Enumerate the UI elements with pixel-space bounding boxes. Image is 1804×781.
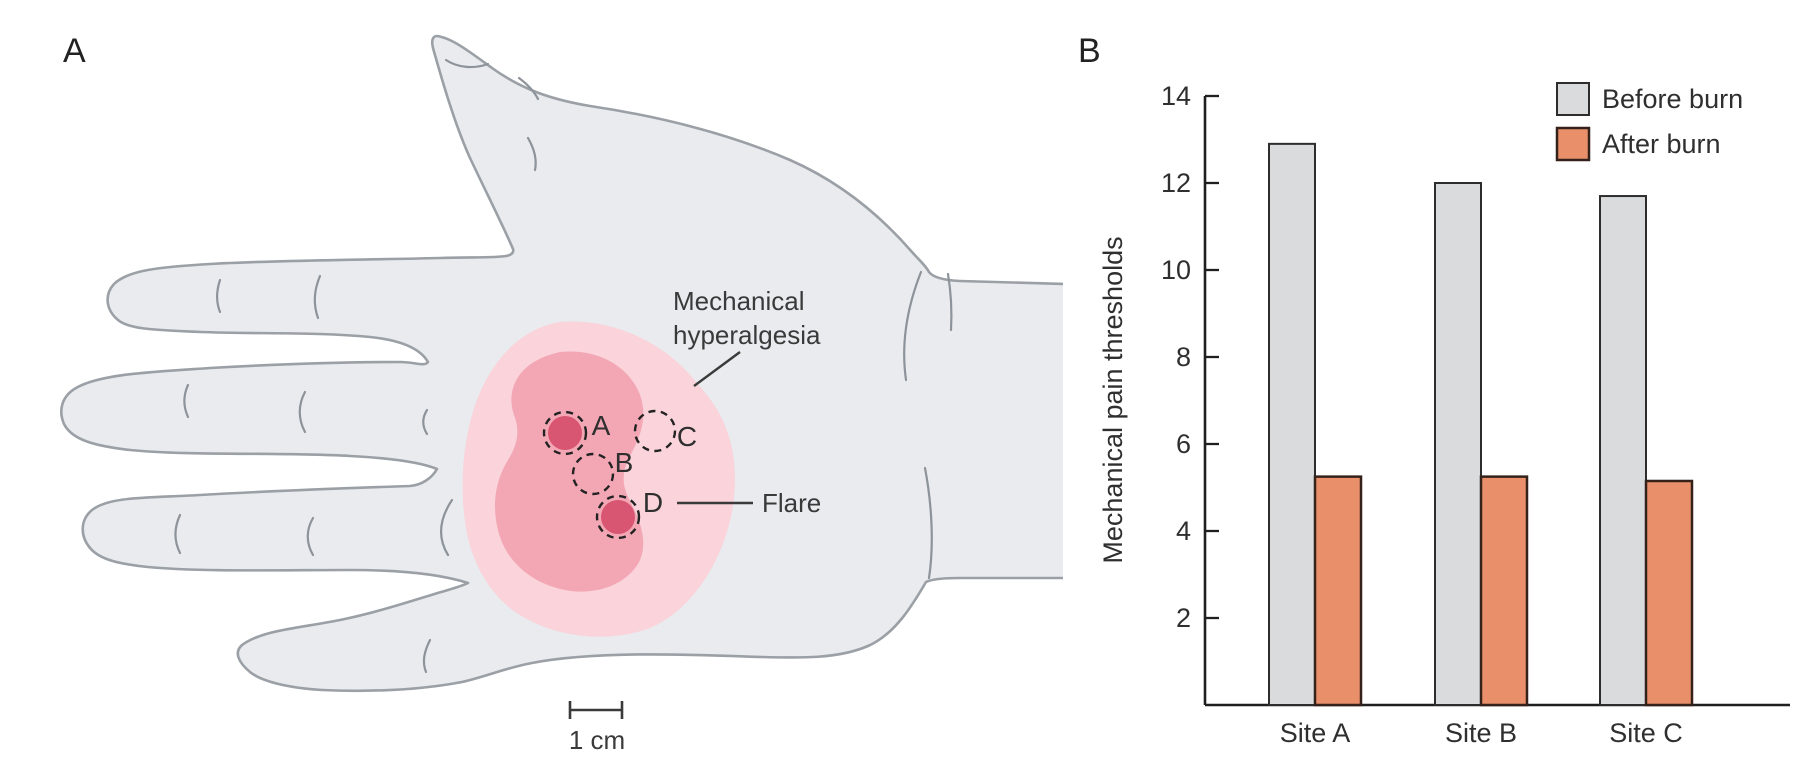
legend-swatch-before-burn — [1556, 82, 1590, 116]
site-c-test-circle — [633, 409, 677, 453]
bar-before-burn-site-b — [1434, 182, 1482, 706]
y-axis-title: Mechanical pain thresholds — [1098, 236, 1128, 563]
site-a-test-circle — [542, 410, 588, 456]
bar-before-burn-site-a — [1268, 142, 1316, 707]
site-d-test-circle — [595, 494, 641, 540]
site-b-test-circle — [571, 452, 615, 496]
hyperalgesia-pointer-line — [693, 351, 741, 387]
hyperalgesia-annotation-line1: Mechanical — [673, 286, 805, 316]
flare-region — [494, 351, 644, 592]
site-a-burn-marker — [548, 416, 582, 450]
panel-b-letter: B — [1078, 32, 1101, 70]
thumb-crease-1 — [517, 76, 540, 101]
y-tick-label: 8 — [1176, 342, 1191, 372]
wrist-crease-2 — [946, 272, 953, 332]
hyperalgesia-annotation-line2: hyperalgesia — [673, 320, 821, 350]
site-c-label: C — [677, 421, 697, 452]
x-category-label: Site B — [1445, 718, 1517, 748]
bar-after-burn-site-b — [1479, 475, 1529, 707]
thumb-nail-line — [444, 58, 490, 69]
site-d-burn-marker — [601, 500, 635, 534]
wrist-crease-3 — [923, 466, 933, 580]
legend-label-after-burn: After burn — [1602, 129, 1721, 159]
bar-after-burn-site-c — [1644, 479, 1694, 707]
scale-bar-label: 1 cm — [569, 725, 625, 755]
ring-knuckle-crease — [440, 498, 454, 557]
ring-crease-2 — [306, 516, 315, 557]
flare-annotation: Flare — [762, 488, 821, 518]
panel-b: B Mechanical pain thresholds 2 4 6 8 10 12 14 S… — [1078, 32, 1790, 748]
middle-crease-1 — [183, 383, 190, 419]
scale-bar: 1 cm — [568, 701, 625, 755]
pinky-crease — [422, 638, 432, 674]
middle-knuckle-crease — [422, 408, 429, 436]
bar-before-burn-site-c — [1599, 195, 1647, 707]
ring-crease-1 — [174, 513, 182, 555]
y-tick-label: 10 — [1161, 255, 1191, 285]
hand-illustration — [60, 34, 1063, 693]
legend-swatch-after-burn — [1555, 126, 1591, 162]
y-tick-label: 2 — [1176, 603, 1191, 633]
chart-legend: Before burn After burn — [1555, 82, 1743, 162]
index-crease-2 — [313, 274, 322, 320]
panel-a-letter: A — [63, 32, 86, 70]
middle-crease-2 — [298, 390, 307, 434]
site-d-label: D — [643, 487, 663, 518]
legend-label-before-burn: Before burn — [1602, 84, 1743, 114]
chart-plot-area: 2 4 6 8 10 12 14 Site A Site B Site C — [1161, 81, 1790, 748]
thumb-crease-2 — [526, 136, 537, 172]
wrist-crease-1 — [903, 270, 923, 382]
y-tick-label: 6 — [1176, 429, 1191, 459]
x-category-label: Site A — [1280, 718, 1351, 748]
index-crease-1 — [215, 278, 222, 314]
y-tick-label: 12 — [1161, 168, 1191, 198]
x-category-label: Site C — [1609, 718, 1683, 748]
site-a-label: A — [592, 410, 611, 441]
y-tick-label: 4 — [1176, 516, 1191, 546]
bar-after-burn-site-a — [1313, 475, 1363, 707]
site-b-label: B — [615, 447, 634, 478]
y-tick-label: 14 — [1161, 81, 1191, 111]
panel-a: A — [60, 32, 1063, 755]
